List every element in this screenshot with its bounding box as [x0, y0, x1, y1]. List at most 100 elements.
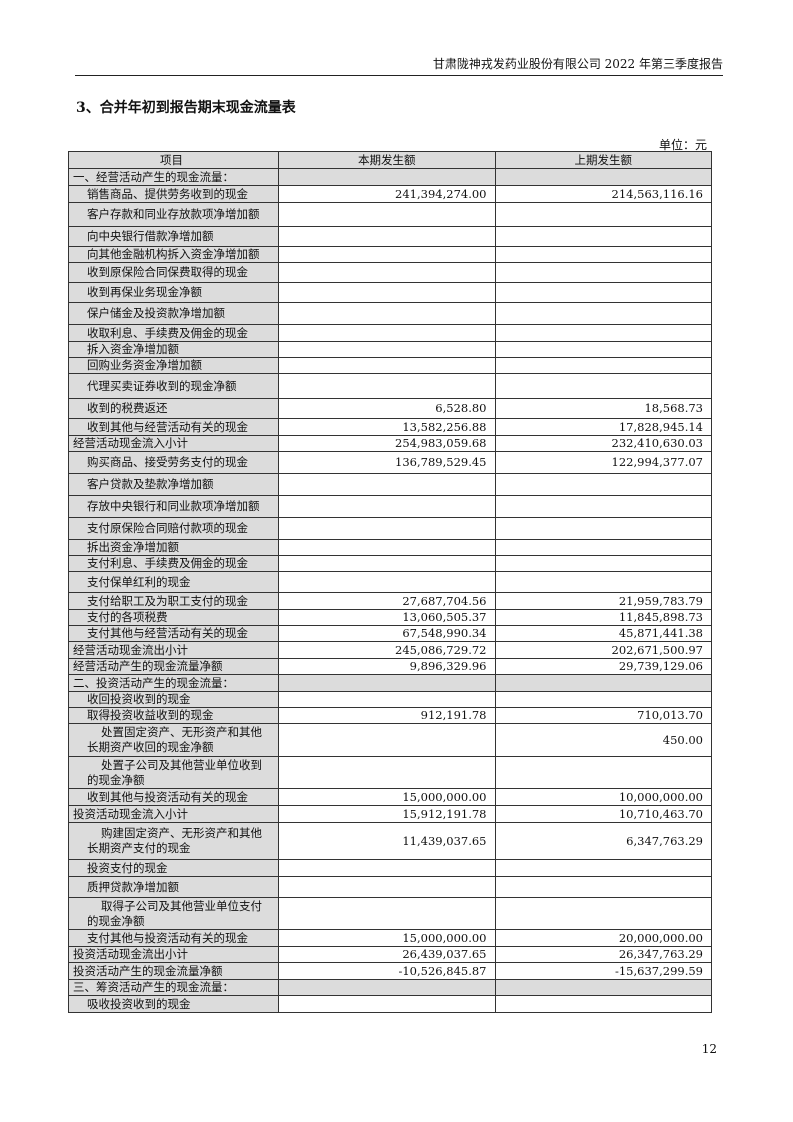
- table-row: 支付给职工及为职工支付的现金 27,687,704.56 21,959,783.79: [68, 592, 712, 610]
- prior-period-value: [494, 473, 712, 496]
- row-label: 处置固定资产、无形资产和其他长期资产收回的现金净额: [68, 723, 279, 757]
- prior-period-value: 214,563,116.16: [494, 185, 712, 203]
- row-label: 存放中央银行和同业款项净增加额: [68, 495, 279, 518]
- prior-period-value: [494, 262, 712, 283]
- row-label: 收到其他与经营活动有关的现金: [68, 418, 279, 436]
- prior-period-value: [494, 226, 712, 247]
- prior-period-value: [494, 674, 712, 692]
- total-row: 投资活动产生的现金流量净额 -10,526,845.87 -15,637,299.5…: [68, 962, 712, 980]
- section-row: 二、投资活动产生的现金流量：: [68, 674, 712, 692]
- row-label: 销售商品、提供劳务收到的现金: [68, 185, 279, 203]
- table-row: 拆入资金净增加额: [68, 341, 712, 358]
- current-period-value: [278, 517, 496, 540]
- page-number: 12: [701, 1042, 717, 1056]
- row-label: 投资活动现金流入小计: [68, 805, 279, 823]
- prior-period-value: [494, 357, 712, 374]
- cash-flow-table: 项目 本期发生额 上期发生额 一、经营活动产生的现金流量： 销售商品、提供劳务收到…: [68, 151, 712, 1013]
- table-row: 购买商品、接受劳务支付的现金 136,789,529.45 122,994,377.…: [68, 451, 712, 474]
- table-row: 拆出资金净增加额: [68, 539, 712, 556]
- current-period-value: [278, 979, 496, 996]
- row-label: 向中央银行借款净增加额: [68, 226, 279, 247]
- prior-period-value: 6,347,763.29: [494, 822, 712, 860]
- current-period-value: [278, 691, 496, 708]
- current-period-value: 15,912,191.78: [278, 805, 496, 823]
- current-period-value: [278, 324, 496, 342]
- prior-period-value: 26,347,763.29: [494, 946, 712, 963]
- prior-period-value: 29,739,129.06: [494, 658, 712, 675]
- prior-period-value: 10,710,463.70: [494, 805, 712, 823]
- column-header: 上期发生额: [494, 151, 712, 169]
- prior-period-value: 20,000,000.00: [494, 929, 712, 947]
- prior-period-value: 18,568.73: [494, 398, 712, 419]
- prior-period-value: 11,845,898.73: [494, 609, 712, 626]
- prior-period-value: [494, 517, 712, 540]
- table-row: 客户贷款及垫款净增加额: [68, 473, 712, 496]
- table-row: 存放中央银行和同业款项净增加额: [68, 495, 712, 518]
- current-period-value: 254,983,059.68: [278, 435, 496, 452]
- table-row: 支付利息、手续费及佣金的现金: [68, 555, 712, 572]
- current-period-value: [278, 262, 496, 283]
- current-period-value: [278, 555, 496, 572]
- table-row: 收到其他与经营活动有关的现金 13,582,256.88 17,828,945.14: [68, 418, 712, 436]
- table-row: 支付原保险合同赔付款项的现金: [68, 517, 712, 540]
- row-label: 支付给职工及为职工支付的现金: [68, 592, 279, 610]
- table-row: 保户储金及投资款净增加额: [68, 302, 712, 325]
- current-period-value: [278, 302, 496, 325]
- table-row: 收取利息、手续费及佣金的现金: [68, 324, 712, 342]
- row-label: 支付其他与经营活动有关的现金: [68, 625, 279, 642]
- total-row: 投资活动现金流入小计 15,912,191.78 10,710,463.70: [68, 805, 712, 823]
- table-row: 代理买卖证券收到的现金净额: [68, 373, 712, 399]
- row-label: 经营活动现金流入小计: [68, 435, 279, 452]
- running-header: 甘肃陇神戎发药业股份有限公司 2022 年第三季度报告: [432, 57, 723, 71]
- current-period-value: 15,000,000.00: [278, 788, 496, 806]
- table-header-row: 项目 本期发生额 上期发生额: [68, 151, 712, 169]
- prior-period-value: 122,994,377.07: [494, 451, 712, 474]
- prior-period-value: 21,959,783.79: [494, 592, 712, 610]
- prior-period-value: 710,013.70: [494, 707, 712, 724]
- prior-period-value: [494, 246, 712, 263]
- section-row: 一、经营活动产生的现金流量：: [68, 168, 712, 186]
- table-row: 销售商品、提供劳务收到的现金 241,394,274.00 214,563,116.…: [68, 185, 712, 203]
- current-period-value: [278, 373, 496, 399]
- row-label: 保户储金及投资款净增加额: [68, 302, 279, 325]
- prior-period-value: [494, 691, 712, 708]
- row-label: 支付原保险合同赔付款项的现金: [68, 517, 279, 540]
- row-label: 客户存款和同业存放款项净增加额: [68, 202, 279, 227]
- row-label: 质押贷款净增加额: [68, 876, 279, 898]
- table-row: 收回投资收到的现金: [68, 691, 712, 708]
- row-label: 收到再保业务现金净额: [68, 282, 279, 303]
- section-title: 3、合并年初到报告期末现金流量表: [76, 100, 296, 116]
- table-row: 收到其他与投资活动有关的现金 15,000,000.00 10,000,000.00: [68, 788, 712, 806]
- table-row: 处置子公司及其他营业单位收到的现金净额: [68, 756, 712, 789]
- prior-period-value: [494, 571, 712, 593]
- table-row: 取得子公司及其他营业单位支付的现金净额: [68, 897, 712, 930]
- current-period-value: [278, 995, 496, 1013]
- prior-period-value: [494, 302, 712, 325]
- row-label: 二、投资活动产生的现金流量：: [68, 674, 279, 692]
- prior-period-value: 450.00: [494, 723, 712, 757]
- total-row: 经营活动产生的现金流量净额 9,896,329.96 29,739,129.06: [68, 658, 712, 675]
- row-label: 拆入资金净增加额: [68, 341, 279, 358]
- table-row: 购建固定资产、无形资产和其他长期资产支付的现金 11,439,037.65 6,34…: [68, 822, 712, 860]
- table-row: 吸收投资收到的现金: [68, 995, 712, 1013]
- row-label: 投资支付的现金: [68, 859, 279, 877]
- table-row: 支付其他与投资活动有关的现金 15,000,000.00 20,000,000.00: [68, 929, 712, 947]
- row-label: 收回投资收到的现金: [68, 691, 279, 708]
- table-row: 投资支付的现金: [68, 859, 712, 877]
- row-label: 经营活动产生的现金流量净额: [68, 658, 279, 675]
- current-period-value: [278, 495, 496, 518]
- table-row: 处置固定资产、无形资产和其他长期资产收回的现金净额 450.00: [68, 723, 712, 757]
- current-period-value: [278, 341, 496, 358]
- current-period-value: 912,191.78: [278, 707, 496, 724]
- row-label: 支付的各项税费: [68, 609, 279, 626]
- prior-period-value: [494, 202, 712, 227]
- prior-period-value: 10,000,000.00: [494, 788, 712, 806]
- current-period-value: 136,789,529.45: [278, 451, 496, 474]
- row-label: 经营活动现金流出小计: [68, 641, 279, 659]
- row-label: 投资活动产生的现金流量净额: [68, 962, 279, 980]
- current-period-value: 6,528.80: [278, 398, 496, 419]
- current-period-value: [278, 357, 496, 374]
- current-period-value: [278, 897, 496, 930]
- table-row: 回购业务资金净增加额: [68, 357, 712, 374]
